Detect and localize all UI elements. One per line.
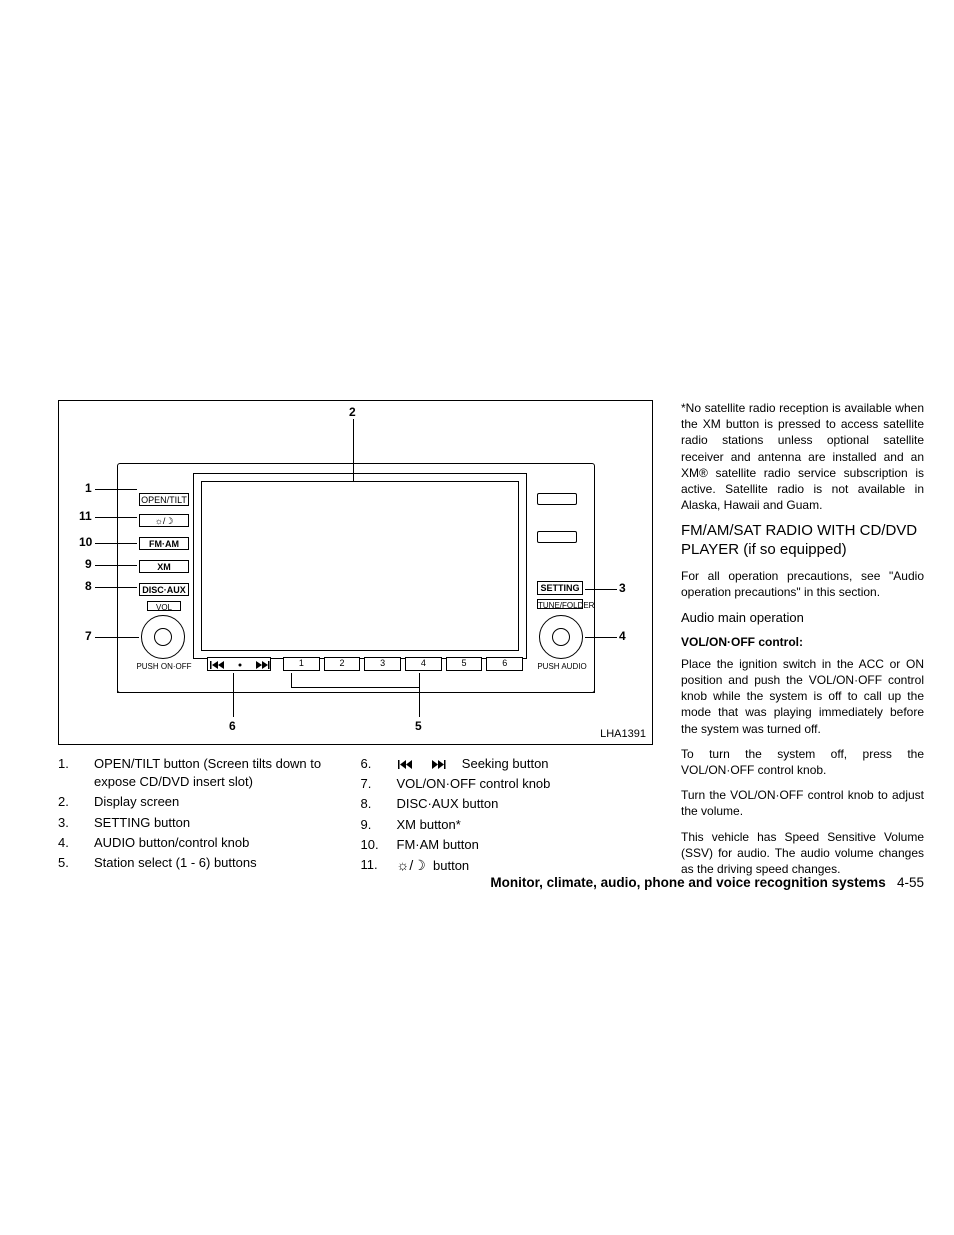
bottom-strip [117, 673, 595, 693]
left-block: OPEN/TILT ☼/☽ FM·AM XM DISC·AUX VOL PUSH… [58, 400, 653, 886]
precautions-ref: For all operation precautions, see "Audi… [681, 568, 924, 600]
figure-id: LHA1391 [600, 728, 646, 740]
preset-6: 6 [486, 657, 523, 671]
seek-prev-icon [397, 759, 417, 770]
open-tilt-button: OPEN/TILT [139, 493, 189, 506]
callout-2: 2 [349, 405, 356, 419]
callout-1: 1 [85, 481, 92, 495]
legend-10: 10.FM·AM button [361, 836, 654, 854]
fm-am-button: FM·AM [139, 537, 189, 550]
legend-3: 3.SETTING button [58, 814, 351, 832]
callout-11: 11 [79, 509, 92, 523]
content-row: OPEN/TILT ☼/☽ FM·AM XM DISC·AUX VOL PUSH… [58, 400, 924, 886]
control-heading: VOL/ON·OFF control: [681, 634, 924, 650]
setting-button: SETTING [537, 581, 583, 595]
brightness-button: ☼/☽ [139, 514, 189, 527]
page-content: OPEN/TILT ☼/☽ FM·AM XM DISC·AUX VOL PUSH… [58, 400, 924, 886]
xm-button: XM [139, 560, 189, 573]
right-slot-1 [537, 493, 577, 505]
callout-5: 5 [415, 719, 422, 733]
legend-8: 8.DISC·AUX button [361, 795, 654, 813]
para-3: To turn the system off, press the VOL/ON… [681, 746, 924, 778]
preset-3: 3 [364, 657, 401, 671]
brightness-icon: ☼/☽ [397, 857, 426, 873]
callout-10: 10 [79, 535, 92, 549]
display-screen [201, 481, 519, 651]
seek-panel [207, 657, 271, 671]
legend: 1.OPEN/TILT button (Screen tilts down to… [58, 755, 653, 878]
callout-6: 6 [229, 719, 236, 733]
callout-9: 9 [85, 557, 92, 571]
legend-5: 5.Station select (1 - 6) buttons [58, 854, 351, 872]
seek-icons [208, 658, 272, 672]
para-5: This vehicle has Speed Sensitive Volume … [681, 829, 924, 878]
preset-4: 4 [405, 657, 442, 671]
callout-3: 3 [619, 581, 626, 595]
push-on-off-label: PUSH ON·OFF [133, 662, 195, 671]
legend-col-right: 6. Seeking button 7.VOL/ON·OFF control k… [361, 755, 654, 878]
vol-knob [141, 615, 185, 659]
legend-4: 4.AUDIO button/control knob [58, 834, 351, 852]
para-4: Turn the VOL/ON·OFF control knob to adju… [681, 787, 924, 819]
diagram-box: OPEN/TILT ☼/☽ FM·AM XM DISC·AUX VOL PUSH… [58, 400, 653, 745]
footer-page: 4-55 [897, 875, 924, 890]
push-audio-label: PUSH AUDIO [535, 662, 589, 671]
preset-2: 2 [324, 657, 361, 671]
disc-aux-button: DISC·AUX [139, 583, 189, 596]
preset-5: 5 [446, 657, 483, 671]
tune-folder-label: TUNE/FOLDER [537, 599, 583, 609]
callout-7: 7 [85, 629, 92, 643]
legend-11: 11. ☼/☽ button [361, 856, 654, 876]
legend-col-left: 1.OPEN/TILT button (Screen tilts down to… [58, 755, 351, 878]
right-slot-2 [537, 531, 577, 543]
seek-next-icon [431, 759, 451, 770]
callout-4: 4 [619, 629, 626, 643]
footer-section: Monitor, climate, audio, phone and voice… [490, 875, 885, 890]
legend-1: 1.OPEN/TILT button (Screen tilts down to… [58, 755, 351, 791]
satellite-note: *No satellite radio reception is availab… [681, 400, 924, 513]
audio-knob [539, 615, 583, 659]
preset-row: 1 2 3 4 5 6 [283, 657, 523, 671]
legend-6: 6. Seeking button [361, 755, 654, 773]
callout-8: 8 [85, 579, 92, 593]
vol-label: VOL [147, 601, 181, 611]
right-column: *No satellite radio reception is availab… [681, 400, 924, 886]
legend-7: 7.VOL/ON·OFF control knob [361, 775, 654, 793]
para-2: Place the ignition switch in the ACC or … [681, 656, 924, 737]
sub-heading: Audio main operation [681, 609, 924, 627]
section-heading: FM/AM/SAT RADIO WITH CD/DVD PLAYER (if s… [681, 522, 924, 560]
page-footer: Monitor, climate, audio, phone and voice… [58, 875, 924, 890]
preset-1: 1 [283, 657, 320, 671]
legend-2: 2.Display screen [58, 793, 351, 811]
legend-9: 9.XM button* [361, 816, 654, 834]
